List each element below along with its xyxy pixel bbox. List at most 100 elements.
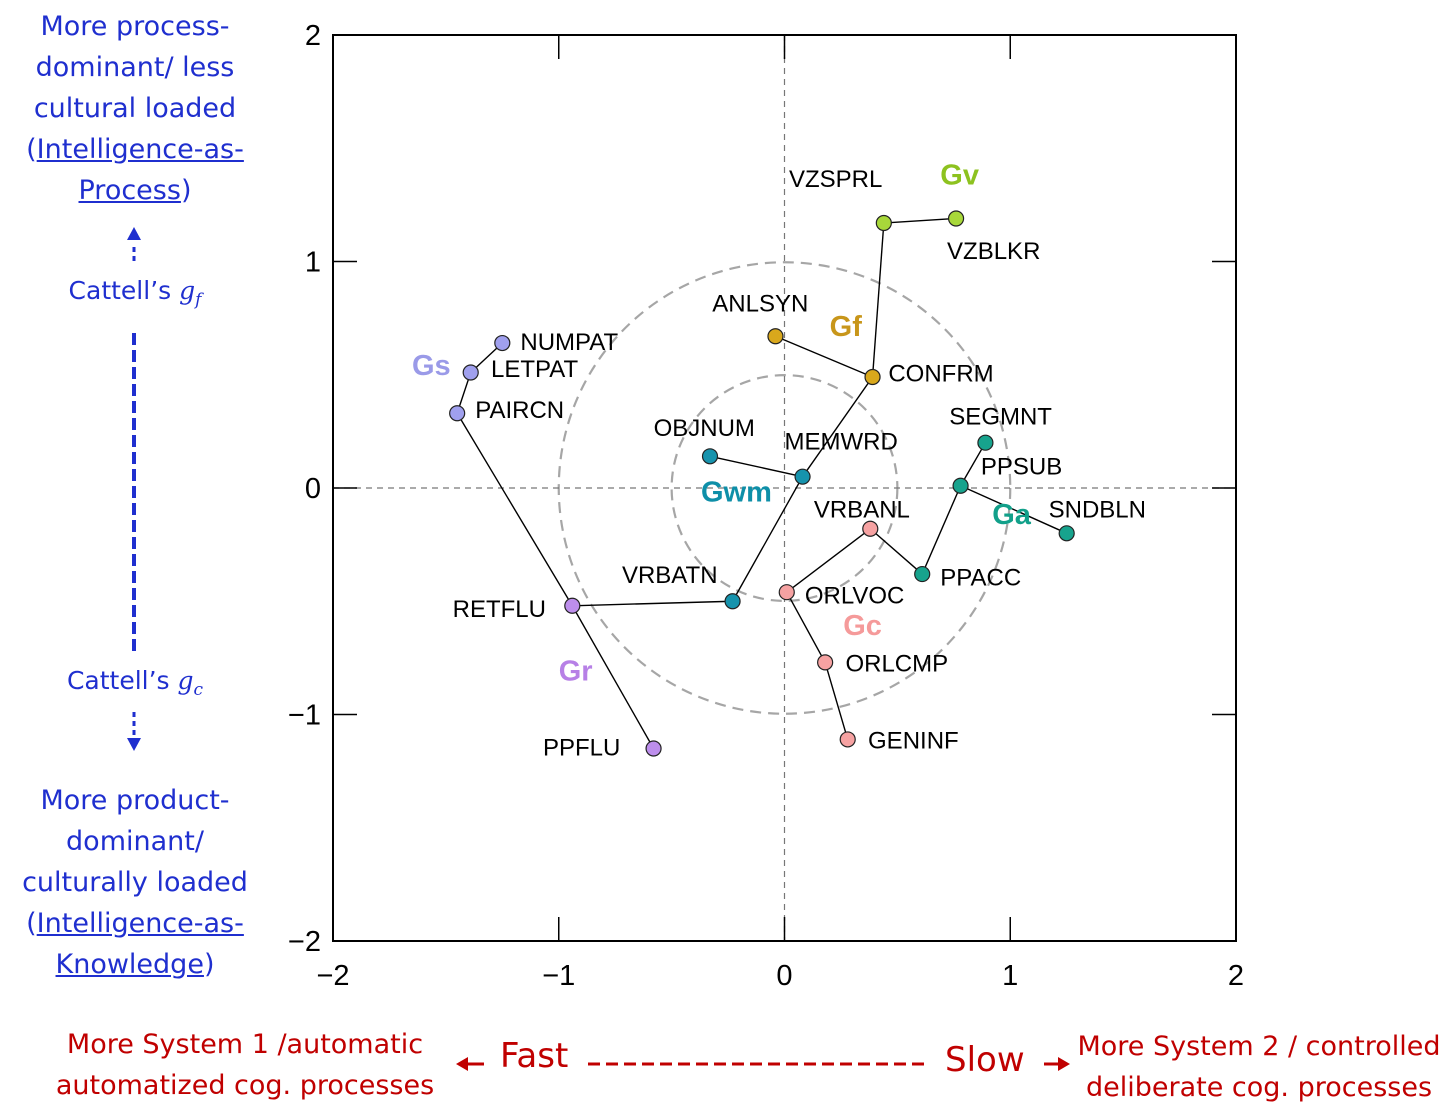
top-desc-link-line-2: Process) [78, 175, 192, 206]
edge-memwrd-vrbatn [731, 476, 804, 602]
point-retflu [564, 597, 581, 614]
point-sndbln [1058, 525, 1075, 542]
group-label-gf: Gf [830, 311, 863, 343]
label-ppsub: PPSUB [981, 453, 1062, 480]
point-orlcmp [817, 654, 834, 671]
point-letpat [462, 364, 479, 381]
y-tick-label: 1 [305, 247, 321, 279]
cattell-gc-prefix: Cattell’s [66, 666, 170, 695]
label-ppacc: PPACC [940, 564, 1021, 591]
intelligence-as-knowledge-link-1: Intelligence-as- [36, 908, 244, 939]
x-tick-label: 2 [1228, 960, 1244, 992]
slow-label: Slow [945, 1040, 1025, 1080]
bottom-desc-line-2: dominant/ [66, 826, 204, 857]
group-label-ga: Ga [992, 499, 1032, 531]
gc-subscript: c [193, 680, 204, 700]
edge-anlsyn-confrm [775, 335, 873, 378]
top-desc-line-1: More process- [40, 11, 230, 42]
label-sndbln: SNDBLN [1049, 496, 1146, 523]
point-ppflu [645, 740, 662, 757]
label-segmnt: SEGMNT [949, 404, 1052, 431]
point-paircn [449, 405, 466, 422]
y-tick-label: 2 [305, 20, 321, 52]
point-anlsyn [767, 328, 784, 345]
y-tick-label: −1 [288, 700, 321, 732]
system2-line-1: More System 2 / controlled [1077, 1031, 1441, 1062]
point-orlvoc [778, 584, 795, 601]
group-label-gr: Gr [559, 656, 593, 688]
gf-symbol: gf [179, 276, 201, 310]
label-paircn: PAIRCN [475, 397, 564, 424]
intelligence-as-knowledge-link-2: Knowledge [55, 949, 204, 980]
label-anlsyn: ANLSYN [712, 290, 808, 317]
bottom-axis-description: More product- dominant/ culturally loade… [0, 780, 270, 985]
edge-paircn-retflu [456, 412, 573, 607]
label-vrbatn: VRBATN [622, 562, 718, 589]
label-ppflu: PPFLU [543, 734, 620, 761]
label-vrbanl: VRBANL [814, 496, 910, 523]
edge-ppsub-sndbln [960, 485, 1067, 534]
label-vzsprl: VZSPRL [789, 166, 882, 193]
label-orlcmp: ORLCMP [845, 650, 948, 677]
arrow-up-head [127, 227, 141, 240]
edge-retflu-ppflu [571, 605, 655, 749]
gf-subscript: f [195, 290, 202, 310]
intelligence-as-process-link-2: Process [78, 175, 181, 206]
system1-line-2: automatized cog. processes [55, 1070, 435, 1101]
top-axis-description: More process- dominant/ less cultural lo… [0, 6, 270, 211]
label-geninf: GENINF [868, 727, 959, 754]
edge-vrbatn-retflu [572, 600, 733, 607]
label-objnum: OBJNUM [654, 415, 755, 442]
bottom-desc-link-line-2: Knowledge) [55, 949, 215, 980]
fast-label: Fast [500, 1036, 569, 1076]
cattell-gc-label: Cattell’s gc [0, 666, 270, 700]
cattell-gf-prefix: Cattell’s [68, 276, 172, 305]
arrow-right-head [1058, 1057, 1070, 1071]
edge-segmnt-ppsub [959, 442, 987, 487]
point-vzblkr [947, 210, 965, 227]
bottom-desc-link-line-1: (Intelligence-as- [26, 908, 244, 939]
point-ppsub [952, 477, 969, 494]
group-label-gwm: Gwm [701, 477, 772, 509]
y-tick-label: 0 [305, 473, 321, 505]
arrow-down-head [127, 738, 141, 751]
label-numpat: NUMPAT [520, 329, 618, 356]
arrow-left-head [456, 1057, 468, 1071]
point-geninf [839, 731, 856, 748]
bottom-desc-line-3: culturally loaded [22, 867, 248, 898]
point-confrm [864, 368, 881, 386]
point-vrbatn [724, 593, 741, 610]
top-desc-link-line-1: (Intelligence-as- [26, 134, 244, 165]
edge-objnum-memwrd [709, 455, 803, 478]
group-label-gc: Gc [843, 610, 882, 642]
point-objnum [701, 448, 719, 465]
system2-line-2: deliberate cog. processes [1085, 1072, 1433, 1103]
point-vrbanl [862, 520, 879, 537]
label-memwrd: MEMWRD [785, 428, 898, 455]
edge-ppacc-vrbanl [869, 528, 923, 575]
system1-line-1: More System 1 /automatic [66, 1029, 424, 1060]
cattell-gf-label: Cattell’s gf [0, 276, 270, 310]
point-memwrd [794, 468, 811, 485]
label-orlvoc: ORLVOC [805, 583, 905, 610]
group-label-gs: Gs [412, 350, 451, 382]
group-label-gv: Gv [940, 159, 979, 191]
gc-letter: g [177, 666, 194, 695]
x-tick-label: 1 [1002, 960, 1018, 992]
edge-orlcmp-geninf [824, 662, 849, 740]
label-confrm: CONFRM [888, 361, 993, 388]
edge-vzsprl-confrm [871, 222, 885, 378]
point-ppacc [914, 565, 931, 583]
edge-ppsub-ppacc [921, 485, 962, 575]
system1-description: More System 1 /automatic automatized cog… [20, 1024, 470, 1106]
edge-vzsprl-vzblkr [883, 217, 957, 224]
system2-description: More System 2 / controlled deliberate co… [1062, 1026, 1456, 1108]
point-vzsprl [875, 214, 892, 232]
bottom-desc-line-1: More product- [40, 785, 230, 816]
x-tick-label: −2 [316, 960, 349, 992]
top-desc-line-3: cultural loaded [33, 93, 237, 124]
label-retflu: RETFLU [453, 596, 546, 623]
edge-orlvoc-orlcmp [786, 591, 826, 663]
point-numpat [494, 334, 511, 352]
